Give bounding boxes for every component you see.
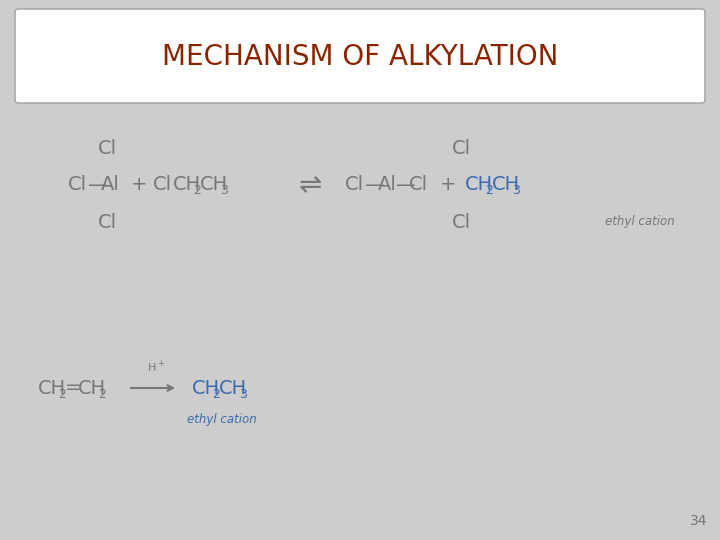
Text: Cl: Cl xyxy=(97,213,117,232)
Text: CH: CH xyxy=(465,176,493,194)
Text: Al: Al xyxy=(101,176,120,194)
Text: Cl: Cl xyxy=(97,138,117,158)
Text: 2: 2 xyxy=(212,388,220,401)
Text: Cl: Cl xyxy=(409,176,428,194)
Text: CH: CH xyxy=(38,379,66,397)
Text: ethyl cation: ethyl cation xyxy=(187,414,257,427)
Text: MECHANISM OF ALKYLATION: MECHANISM OF ALKYLATION xyxy=(162,43,558,71)
FancyBboxPatch shape xyxy=(15,9,705,103)
Text: CH: CH xyxy=(192,379,220,397)
Text: CH: CH xyxy=(200,176,228,194)
Text: Cl: Cl xyxy=(345,176,364,194)
Text: +: + xyxy=(157,360,164,368)
Text: Cl: Cl xyxy=(68,176,87,194)
Text: ⇌: ⇌ xyxy=(298,171,322,199)
Text: CH: CH xyxy=(78,379,106,397)
Text: H: H xyxy=(148,363,156,373)
Text: 3: 3 xyxy=(239,388,247,401)
Text: 3: 3 xyxy=(220,185,228,198)
Text: =: = xyxy=(65,379,81,397)
Text: Cl: Cl xyxy=(451,138,471,158)
Text: CH: CH xyxy=(173,176,201,194)
Text: Cl: Cl xyxy=(451,213,471,232)
Text: Cl: Cl xyxy=(153,176,172,194)
Text: CH: CH xyxy=(219,379,247,397)
Text: —: — xyxy=(365,176,384,194)
Text: 34: 34 xyxy=(690,514,707,528)
Text: ethyl cation: ethyl cation xyxy=(605,215,675,228)
Text: —: — xyxy=(396,176,415,194)
Text: CH: CH xyxy=(492,176,520,194)
Text: 2: 2 xyxy=(98,388,106,401)
Text: —: — xyxy=(88,176,107,194)
Text: 2: 2 xyxy=(193,185,201,198)
Text: 2: 2 xyxy=(58,388,66,401)
Text: +: + xyxy=(440,176,456,194)
Text: 3: 3 xyxy=(512,185,520,198)
Text: +: + xyxy=(131,176,148,194)
Text: Al: Al xyxy=(378,176,397,194)
Text: 2: 2 xyxy=(485,185,493,198)
